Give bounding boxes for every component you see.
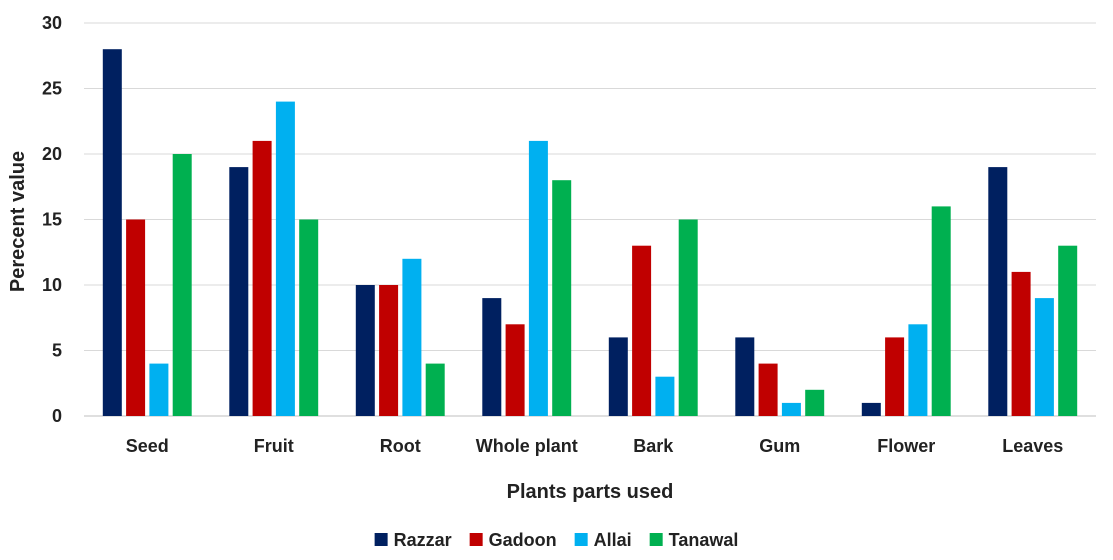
bar-gadoon-seed bbox=[126, 219, 146, 416]
y-tick-label: 15 bbox=[42, 210, 62, 230]
legend-label: Allai bbox=[594, 530, 632, 550]
bar-tanawal-bark bbox=[678, 219, 698, 416]
bar-tanawal-leaves bbox=[1058, 245, 1078, 416]
bar-razzar-bark bbox=[608, 337, 628, 416]
bar-tanawal-seed bbox=[172, 154, 192, 416]
bar-razzar-gum bbox=[735, 337, 755, 416]
x-category-label: Root bbox=[380, 436, 421, 456]
x-category-label: Bark bbox=[633, 436, 674, 456]
bar-tanawal-whole-plant bbox=[552, 180, 572, 416]
y-tick-label: 10 bbox=[42, 275, 62, 295]
bar-razzar-root bbox=[355, 285, 375, 416]
x-category-label: Gum bbox=[759, 436, 800, 456]
y-tick-label: 0 bbox=[52, 406, 62, 426]
bar-allai-gum bbox=[781, 402, 801, 416]
bar-gadoon-whole-plant bbox=[505, 324, 525, 416]
bar-razzar-flower bbox=[861, 402, 881, 416]
legend-label: Razzar bbox=[394, 530, 452, 550]
bar-razzar-whole-plant bbox=[482, 298, 502, 416]
legend-label: Tanawal bbox=[669, 530, 739, 550]
bar-razzar-seed bbox=[102, 49, 122, 416]
legend-swatch-razzar bbox=[374, 533, 388, 546]
bar-allai-flower bbox=[908, 324, 928, 416]
y-axis-ticks: 0 5 10 15 20 25 30 bbox=[42, 13, 62, 426]
bar-gadoon-bark bbox=[632, 245, 652, 416]
bar-tanawal-gum bbox=[805, 389, 825, 416]
x-category-label: Seed bbox=[126, 436, 169, 456]
bar-razzar-fruit bbox=[229, 167, 249, 416]
bars bbox=[102, 49, 1078, 416]
y-axis-title: Perecent value bbox=[7, 151, 29, 292]
bar-gadoon-leaves bbox=[1011, 271, 1031, 416]
bar-tanawal-flower bbox=[931, 206, 951, 416]
legend-swatch-gadoon bbox=[469, 533, 483, 546]
x-axis-title: Plants parts used bbox=[507, 481, 674, 503]
legend-swatch-tanawal bbox=[649, 533, 663, 546]
legend-swatch-allai bbox=[574, 533, 588, 546]
y-tick-label: 25 bbox=[42, 79, 62, 99]
x-axis-categories: Seed Fruit Root Whole plant Bark Gum Flower Lea… bbox=[126, 436, 1064, 456]
bar-tanawal-root bbox=[425, 363, 445, 416]
y-tick-label: 5 bbox=[52, 341, 62, 361]
bar-allai-leaves bbox=[1034, 298, 1054, 416]
x-category-label: Fruit bbox=[254, 436, 294, 456]
bar-gadoon-fruit bbox=[252, 140, 272, 416]
bar-gadoon-flower bbox=[885, 337, 905, 416]
x-category-label: Leaves bbox=[1002, 436, 1063, 456]
bar-allai-whole-plant bbox=[528, 140, 548, 416]
bar-tanawal-fruit bbox=[299, 219, 319, 416]
bar-allai-bark bbox=[655, 376, 675, 416]
y-tick-label: 30 bbox=[42, 13, 62, 33]
bar-allai-seed bbox=[149, 363, 169, 416]
bar-allai-root bbox=[402, 258, 422, 416]
bar-allai-fruit bbox=[275, 101, 295, 416]
bar-gadoon-root bbox=[379, 285, 399, 416]
legend-label: Gadoon bbox=[489, 530, 557, 550]
bar-razzar-leaves bbox=[988, 167, 1008, 416]
x-category-label: Whole plant bbox=[476, 436, 578, 456]
bar-gadoon-gum bbox=[758, 363, 778, 416]
legend: Razzar Gadoon Allai Tanawal bbox=[374, 530, 739, 550]
y-tick-label: 20 bbox=[42, 144, 62, 164]
x-category-label: Flower bbox=[877, 436, 935, 456]
